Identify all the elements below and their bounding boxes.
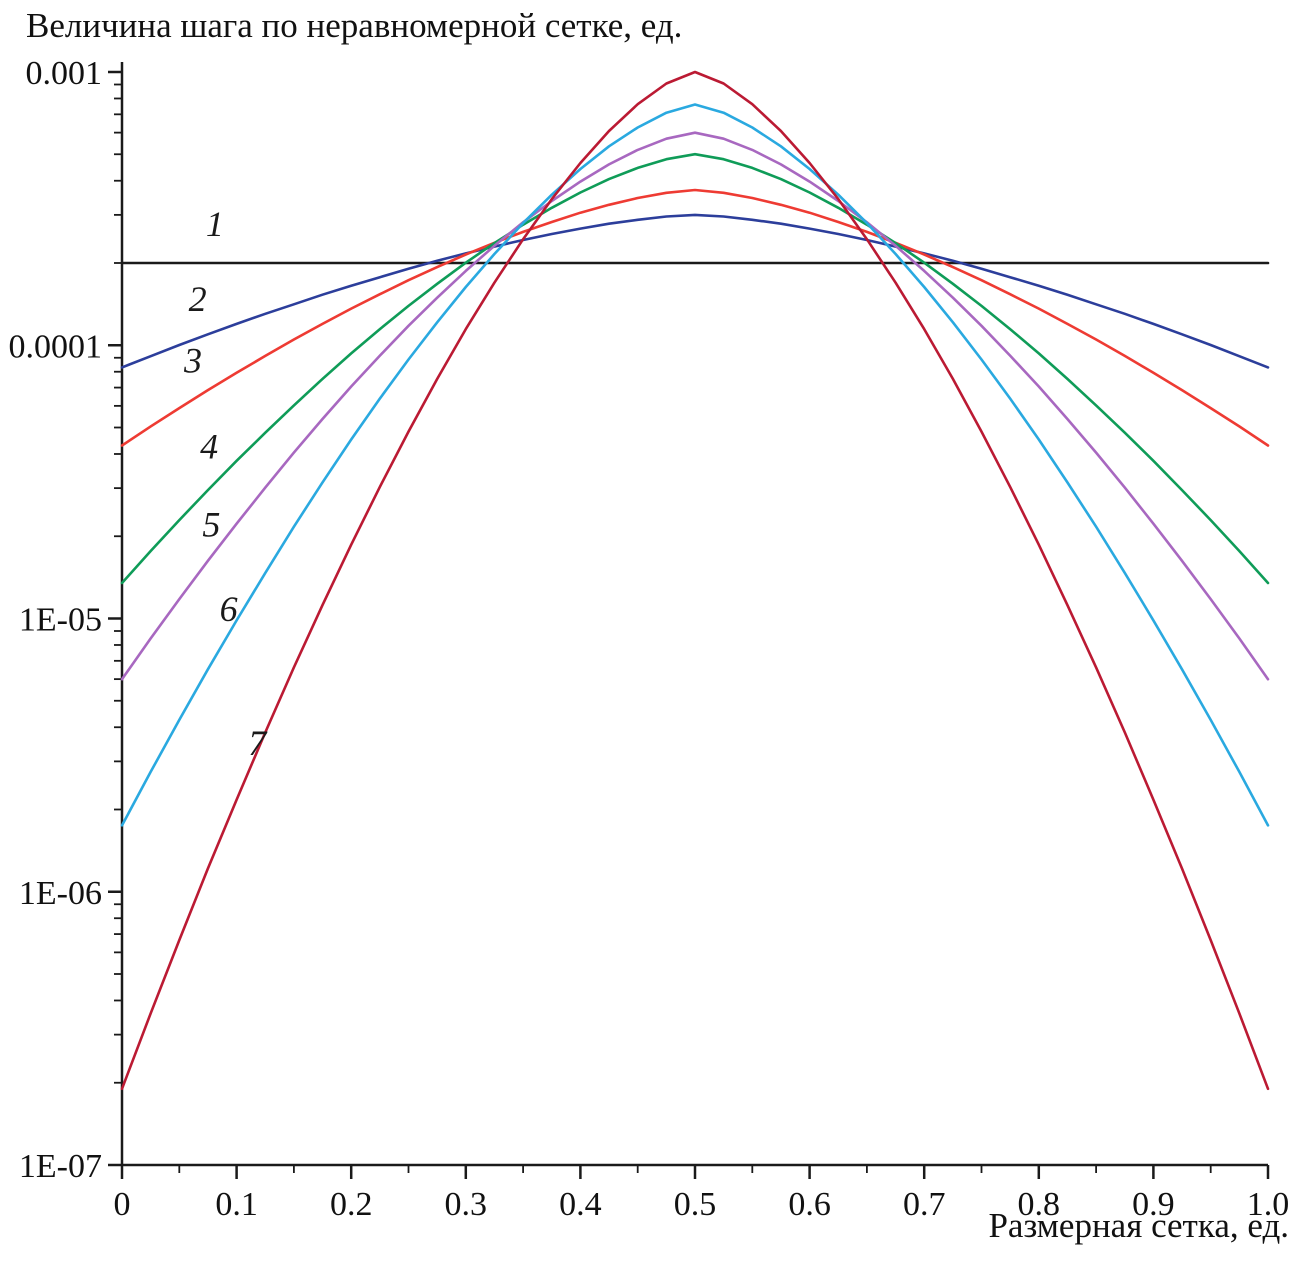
curve-label-6: 6: [220, 589, 238, 629]
x-tick-label: 0.1: [215, 1186, 258, 1223]
curve-label-5: 5: [202, 505, 220, 545]
x-tick-label: 0.5: [674, 1186, 717, 1223]
x-axis-label: Размерная сетка, ед.: [988, 1206, 1289, 1245]
x-tick-label: 0: [114, 1186, 131, 1223]
y-tick-label: 0.001: [26, 55, 103, 92]
curve-label-3: 3: [183, 341, 202, 381]
x-tick-label: 1.0: [1247, 1186, 1290, 1223]
y-tick-label: 1E-05: [19, 602, 102, 639]
curve-label-4: 4: [200, 427, 218, 467]
x-tick-label: 0.4: [559, 1186, 602, 1223]
y-tick-label: 1E-07: [19, 1148, 102, 1185]
curve-label-2: 2: [189, 279, 207, 319]
curve-label-1: 1: [206, 204, 224, 244]
curve-label-7: 7: [248, 723, 268, 763]
x-tick-label: 0.2: [330, 1186, 373, 1223]
x-tick-label: 0.7: [903, 1186, 946, 1223]
y-tick-label: 0.0001: [9, 328, 103, 365]
series-line-5: [120, 131, 1270, 681]
y-axis-title: Величина шага по неравномерной сетке, ед…: [26, 6, 683, 45]
series-line-3: [120, 188, 1270, 447]
y-tick-label: 1E-06: [19, 875, 102, 912]
x-tick-label: 0.8: [1018, 1186, 1061, 1223]
x-tick-label: 0.3: [445, 1186, 488, 1223]
series-line-6: [120, 103, 1270, 827]
x-tick-label: 0.6: [788, 1186, 831, 1223]
series-line-7: [120, 70, 1270, 1091]
series-line-4: [120, 152, 1270, 585]
series-line-2: [120, 213, 1270, 369]
x-tick-label: 0.9: [1132, 1186, 1175, 1223]
